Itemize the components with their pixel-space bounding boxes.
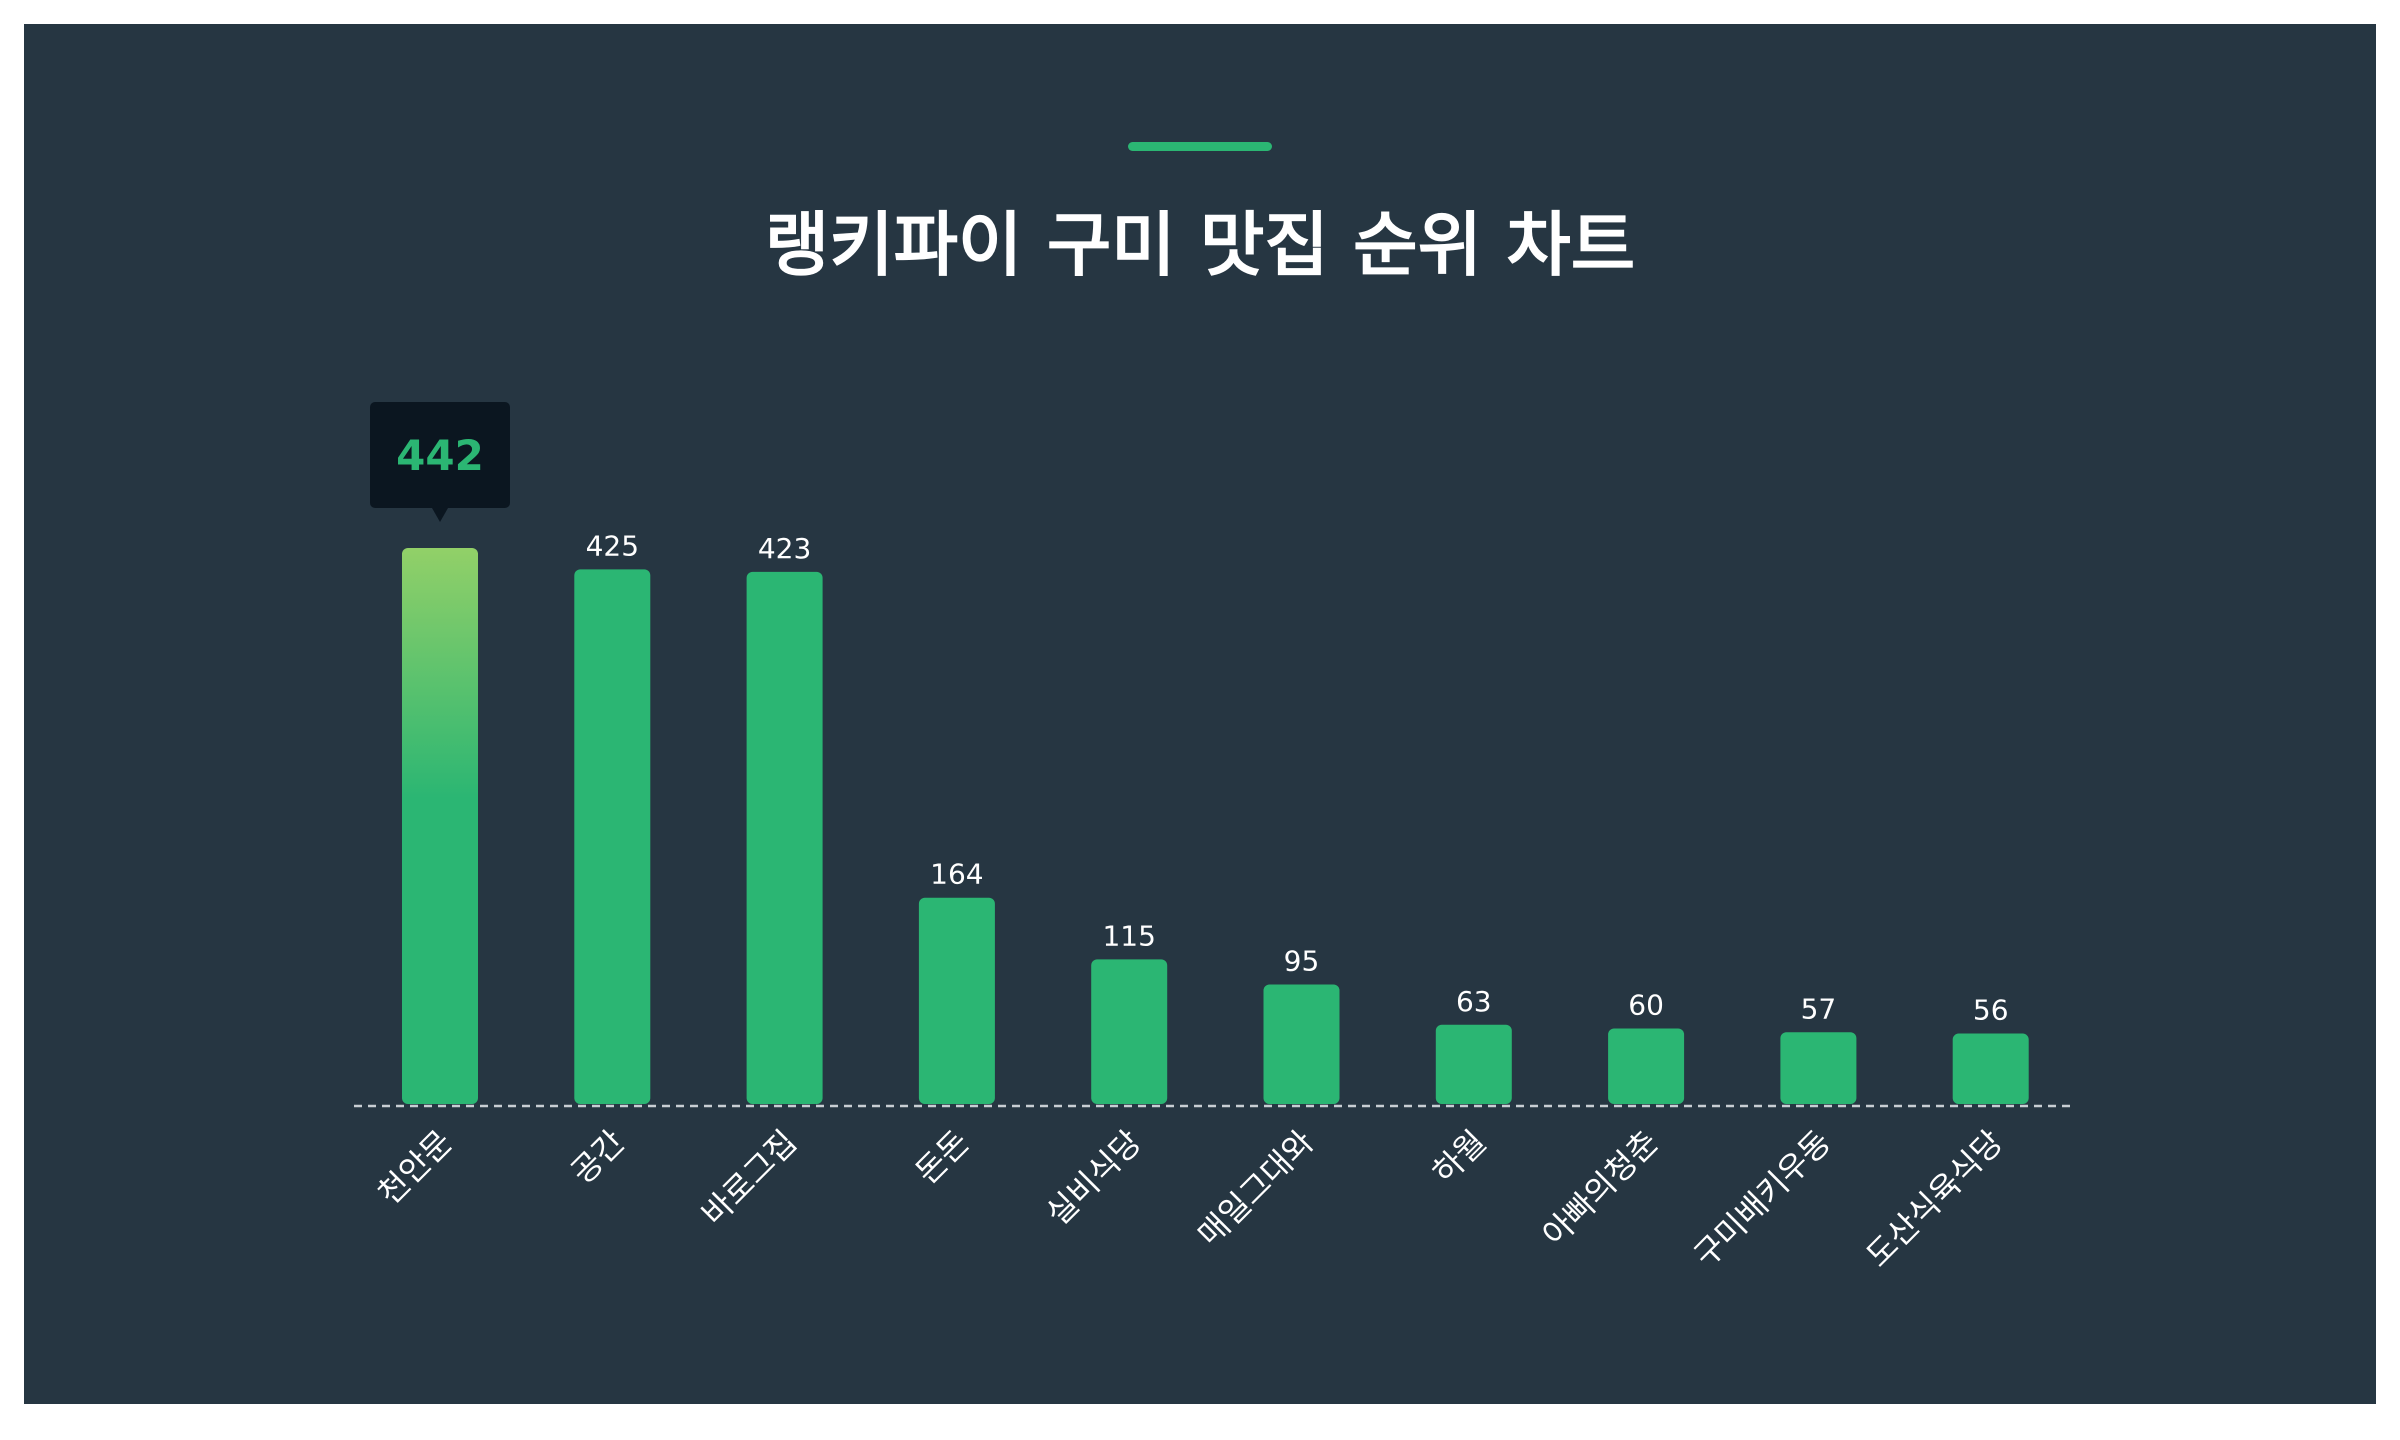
bar-chart: 442 천안문 425 공간 423 바로그집 164 돈돈 115 실비식당 95 매일그대와 63 하… xyxy=(354,402,2076,1275)
category-label: 하월 xyxy=(1425,1123,1494,1192)
bar-3[interactable] xyxy=(746,571,823,1104)
bar-6[interactable] xyxy=(1263,984,1340,1104)
bar-value-label: 164 xyxy=(930,858,983,891)
bar-value-label: 57 xyxy=(1801,992,1837,1025)
category-label: 공간 xyxy=(563,1123,632,1192)
tooltip-value: 442 xyxy=(396,431,484,480)
bar-value-label: 115 xyxy=(1102,919,1155,952)
bar-2[interactable] xyxy=(574,569,651,1104)
value-tooltip: 442 xyxy=(370,402,510,522)
chart-panel: 랭키파이 구미 맛집 순위 차트 442 천안문 425 공간 423 바로그집 164 돈돈… xyxy=(24,24,2376,1404)
category-label: 바로그집 xyxy=(694,1123,804,1233)
bar-7[interactable] xyxy=(1435,1024,1512,1104)
bar-value-label: 425 xyxy=(586,529,639,562)
bar-value-label: 60 xyxy=(1628,989,1664,1022)
bar-value-label: 423 xyxy=(758,532,811,565)
chart-title: 랭키파이 구미 맛집 순위 차트 xyxy=(764,204,1636,286)
category-label: 도산식육식당 xyxy=(1859,1123,2011,1275)
bar-value-label: 63 xyxy=(1456,985,1492,1018)
bar-4[interactable] xyxy=(918,897,995,1104)
bar-9[interactable] xyxy=(1780,1032,1857,1104)
category-label: 실비식당 xyxy=(1039,1123,1149,1233)
bar-5[interactable] xyxy=(1091,959,1168,1104)
bar-value-label: 56 xyxy=(1973,994,2009,1027)
category-label: 천안문 xyxy=(370,1123,459,1212)
category-label: 돈돈 xyxy=(908,1123,977,1192)
bar-8[interactable] xyxy=(1608,1028,1685,1104)
title-accent-line xyxy=(1128,142,1272,151)
bar-1[interactable] xyxy=(402,548,478,1104)
category-label: 구미배키우동 xyxy=(1686,1123,1838,1275)
category-label: 아빠의청춘 xyxy=(1535,1123,1666,1254)
bar-value-label: 95 xyxy=(1284,944,1320,977)
bar-10[interactable] xyxy=(1952,1033,2029,1104)
category-label: 매일그대와 xyxy=(1190,1123,1321,1254)
